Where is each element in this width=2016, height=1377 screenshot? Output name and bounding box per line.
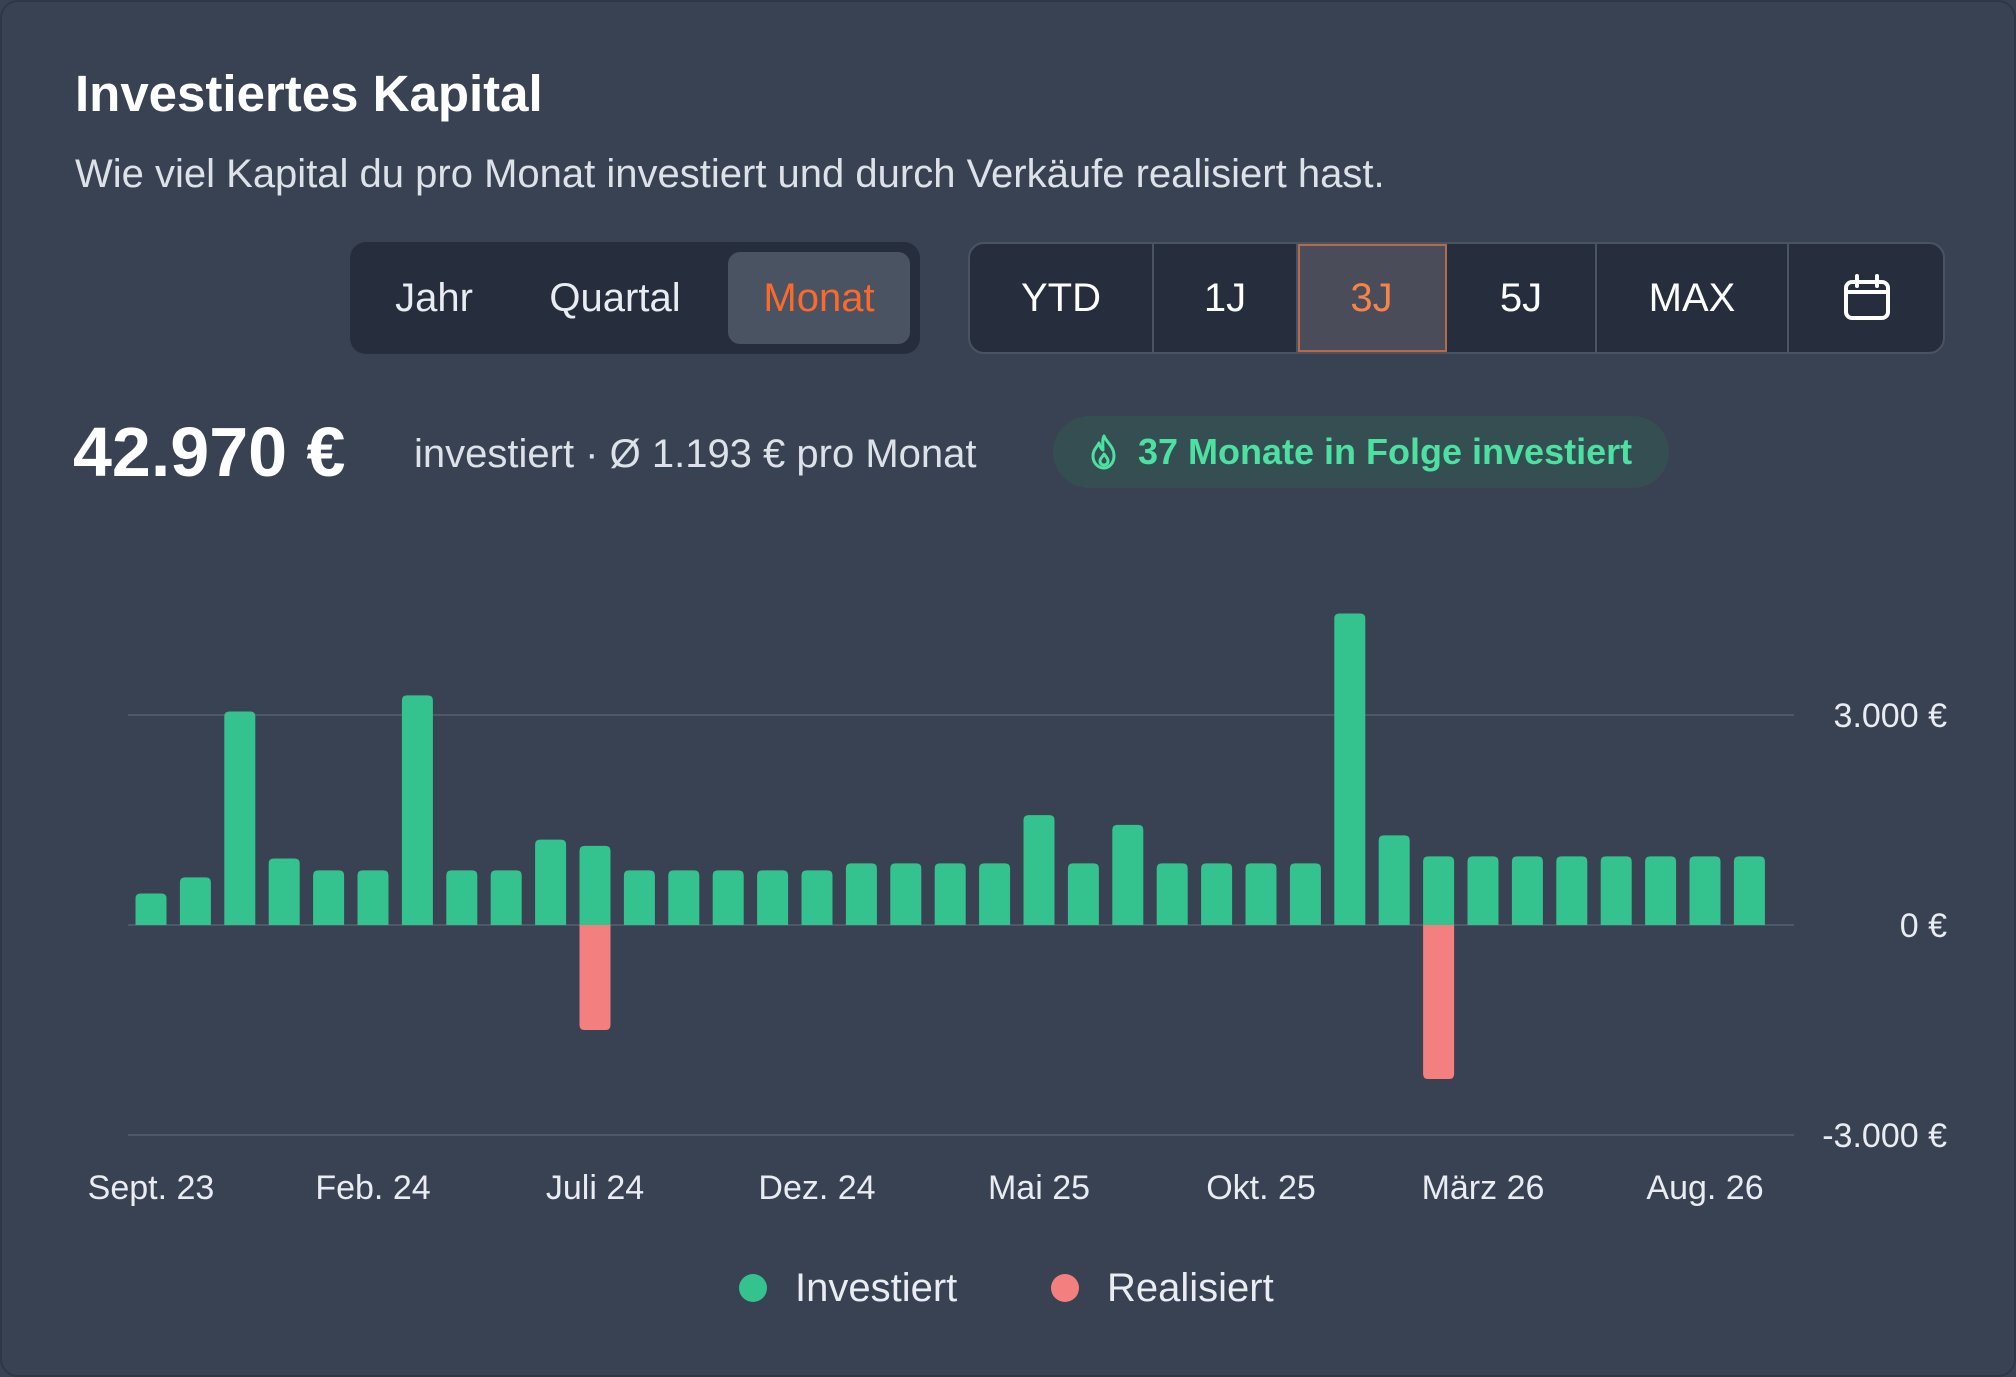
bar-investiert xyxy=(224,711,256,925)
range-tab-max[interactable]: MAX xyxy=(1597,244,1789,352)
streak-text: 37 Monate in Folge investiert xyxy=(1138,431,1633,472)
bar-investiert xyxy=(801,870,833,925)
bar-investiert xyxy=(623,870,655,925)
bar-investiert xyxy=(845,863,877,925)
bar-investiert xyxy=(401,695,433,925)
bar-investiert xyxy=(1289,863,1321,925)
period-tab-quartal[interactable]: Quartal xyxy=(549,276,681,320)
bar-investiert xyxy=(890,863,922,925)
bar-investiert xyxy=(579,845,611,925)
bar-investiert xyxy=(1600,856,1632,925)
bar-investiert xyxy=(1467,856,1499,925)
bar-investiert xyxy=(135,893,167,925)
bar-investiert xyxy=(1245,863,1277,925)
bar-investiert xyxy=(712,870,744,925)
streak-badge: 37 Monate in Folge investiert xyxy=(1053,416,1669,488)
bar-investiert xyxy=(1511,856,1543,925)
y-tick-label: 3.000 € xyxy=(1834,697,1948,735)
bar-investiert xyxy=(313,870,345,925)
bar-investiert xyxy=(268,858,300,925)
x-tick-label: Mai 25 xyxy=(988,1169,1090,1207)
bar-investiert xyxy=(357,870,389,925)
y-tick-label: -3.000 € xyxy=(1822,1117,1947,1155)
range-tab-1j[interactable]: 1J xyxy=(1154,244,1298,352)
legend-label-realisiert: Realisiert xyxy=(1107,1266,1274,1310)
x-tick-label: Sept. 23 xyxy=(88,1169,215,1207)
range-tab-custom[interactable] xyxy=(1789,244,1943,352)
bar-realisiert xyxy=(579,925,611,1030)
bar-investiert xyxy=(1201,863,1233,925)
chart-legend: Investiert Realisiert xyxy=(2,1264,2016,1312)
total-detail: investiert · Ø 1.193 € pro Monat xyxy=(414,432,977,476)
bar-investiert xyxy=(1067,863,1099,925)
legend-dot-realisiert xyxy=(1051,1274,1079,1302)
x-tick-label: Okt. 25 xyxy=(1206,1169,1316,1207)
bar-investiert xyxy=(1334,613,1366,925)
range-tab-5j[interactable]: 5J xyxy=(1447,244,1597,352)
bar-investiert xyxy=(757,870,789,925)
card-title: Investiertes Kapital xyxy=(75,65,543,122)
legend-label-investiert: Investiert xyxy=(795,1266,958,1310)
range-tab-3j[interactable]: 3J xyxy=(1298,244,1447,352)
legend-dot-investiert xyxy=(739,1274,767,1302)
bar-investiert xyxy=(1645,856,1677,925)
total-invested: 42.970 € xyxy=(73,413,346,491)
bar-investiert xyxy=(490,870,522,925)
x-tick-label: Feb. 24 xyxy=(315,1169,430,1207)
bar-investiert xyxy=(535,839,567,925)
calendar-icon xyxy=(1844,274,1890,320)
bar-investiert xyxy=(1378,835,1410,925)
card-subtitle: Wie viel Kapital du pro Monat investiert… xyxy=(75,152,1385,196)
bar-investiert xyxy=(1423,856,1455,925)
range-tab-ytd[interactable]: YTD xyxy=(970,244,1154,352)
bar-investiert xyxy=(1733,856,1765,925)
bar-investiert xyxy=(1023,815,1055,925)
invested-capital-chart: 3.000 € 0 € -3.000 € Sept. 23 Feb. 24 Juli 24… xyxy=(88,613,1948,1207)
bar-investiert xyxy=(1156,863,1188,925)
bar-investiert xyxy=(1689,856,1721,925)
bar-investiert xyxy=(668,870,700,925)
bar-investiert xyxy=(934,863,966,925)
bar-investiert xyxy=(979,863,1011,925)
period-tab-monat[interactable]: Monat xyxy=(728,252,910,344)
bar-investiert xyxy=(1556,856,1588,925)
bar-investiert xyxy=(1112,824,1144,925)
flame-icon xyxy=(1091,434,1116,470)
bar-investiert xyxy=(446,870,478,925)
x-tick-label: März 26 xyxy=(1422,1169,1545,1207)
x-tick-label: Dez. 24 xyxy=(758,1169,875,1207)
period-toggle: Jahr Quartal Monat xyxy=(350,242,920,354)
x-tick-label: Aug. 26 xyxy=(1646,1169,1763,1207)
bar-investiert xyxy=(179,877,211,925)
x-tick-label: Juli 24 xyxy=(546,1169,644,1207)
period-tab-jahr[interactable]: Jahr xyxy=(395,276,473,320)
bar-realisiert xyxy=(1423,925,1455,1079)
range-toggle: YTD 1J 3J 5J MAX xyxy=(968,242,1945,354)
y-tick-label: 0 € xyxy=(1900,907,1947,945)
